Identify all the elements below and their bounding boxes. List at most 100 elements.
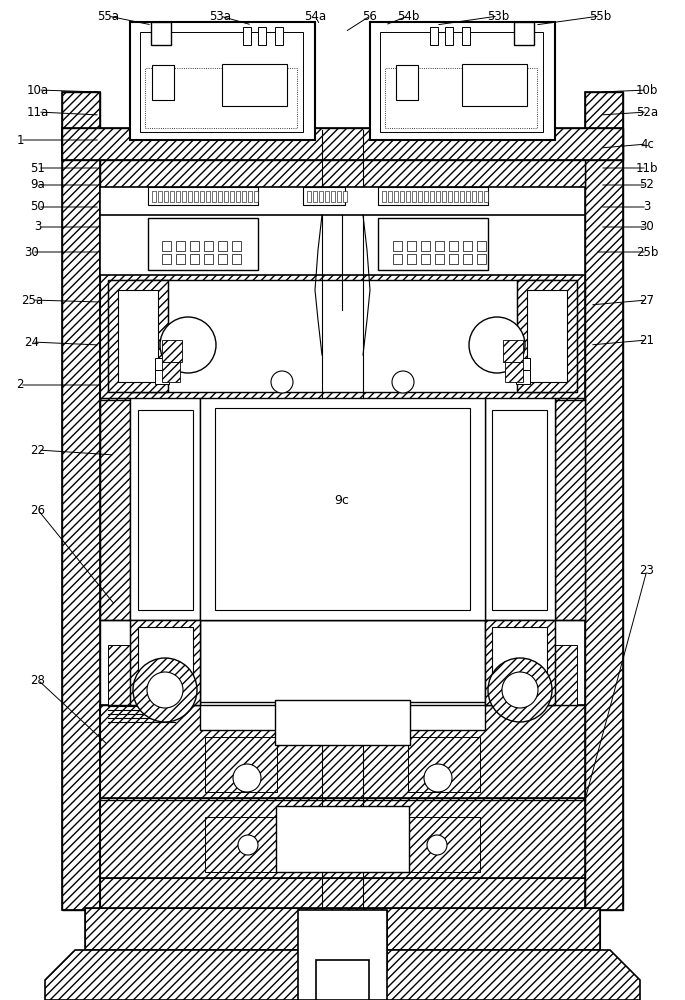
Bar <box>585 92 623 910</box>
Bar <box>449 254 458 264</box>
Bar <box>477 241 486 251</box>
Bar <box>190 241 199 251</box>
Bar <box>382 191 386 202</box>
Bar <box>303 187 345 205</box>
Bar <box>462 27 470 45</box>
Bar <box>394 191 398 202</box>
Bar <box>130 620 200 705</box>
Bar <box>206 191 210 202</box>
Text: 56: 56 <box>362 9 377 22</box>
Bar <box>188 191 192 202</box>
Bar <box>585 92 623 910</box>
Text: 9a: 9a <box>31 178 45 192</box>
Text: 53b: 53b <box>487 9 509 22</box>
Bar <box>162 254 171 264</box>
Bar <box>162 241 171 251</box>
Bar <box>436 191 440 202</box>
Text: 10b: 10b <box>636 84 658 97</box>
Bar <box>448 191 452 202</box>
Bar <box>138 410 193 610</box>
Circle shape <box>502 672 538 708</box>
Bar <box>396 65 418 100</box>
Text: 11b: 11b <box>636 161 658 174</box>
Bar <box>205 737 277 792</box>
Bar <box>298 910 387 1000</box>
Polygon shape <box>45 950 640 1000</box>
Bar <box>445 27 453 45</box>
Bar <box>463 241 472 251</box>
Bar <box>148 218 258 270</box>
Bar <box>435 241 444 251</box>
Bar <box>393 241 402 251</box>
Bar <box>100 398 130 620</box>
Bar <box>200 702 485 730</box>
Bar <box>100 705 585 800</box>
Bar <box>218 254 227 264</box>
Bar <box>484 191 488 202</box>
Bar <box>108 645 130 705</box>
Bar <box>442 191 446 202</box>
Bar <box>100 160 585 190</box>
Bar <box>138 627 193 695</box>
Bar <box>477 254 486 264</box>
Bar <box>164 191 168 202</box>
Bar <box>298 910 387 970</box>
Bar <box>316 960 369 1000</box>
Circle shape <box>427 835 447 855</box>
Bar <box>100 798 585 880</box>
Bar <box>204 254 213 264</box>
Text: 55a: 55a <box>97 9 119 22</box>
Text: 3: 3 <box>34 221 42 233</box>
Bar <box>400 191 404 202</box>
Bar <box>555 398 585 620</box>
Circle shape <box>238 835 258 855</box>
Text: 10a: 10a <box>27 84 49 97</box>
Bar <box>248 191 252 202</box>
Text: 30: 30 <box>25 245 39 258</box>
Text: 54a: 54a <box>304 9 326 22</box>
Circle shape <box>424 764 452 792</box>
Bar <box>100 705 585 800</box>
Bar <box>243 27 251 45</box>
Bar <box>100 398 130 620</box>
Bar <box>100 878 585 910</box>
Bar <box>158 191 162 202</box>
Bar <box>430 191 434 202</box>
Text: 54b: 54b <box>397 9 419 22</box>
Bar <box>408 817 480 872</box>
Circle shape <box>488 658 552 722</box>
Bar <box>517 280 577 392</box>
Bar <box>516 370 530 384</box>
Bar <box>492 627 547 695</box>
Bar <box>485 620 555 705</box>
Bar <box>378 218 488 270</box>
Bar <box>325 191 329 202</box>
Circle shape <box>392 371 414 393</box>
Bar <box>370 22 555 140</box>
Bar <box>130 398 200 620</box>
Bar <box>343 191 347 202</box>
Bar <box>151 22 171 45</box>
Text: 4c: 4c <box>640 137 654 150</box>
Bar <box>408 737 480 792</box>
Bar <box>62 92 100 910</box>
Bar <box>424 191 428 202</box>
Bar <box>62 128 623 160</box>
Bar <box>155 358 169 370</box>
Bar <box>232 241 241 251</box>
Bar <box>555 398 585 620</box>
Text: 53a: 53a <box>209 9 231 22</box>
Bar <box>155 370 169 384</box>
Text: 51: 51 <box>31 161 45 174</box>
Bar <box>100 272 585 400</box>
Bar <box>380 32 543 132</box>
Bar <box>230 191 234 202</box>
Bar <box>218 241 227 251</box>
Text: 2: 2 <box>16 378 24 391</box>
Bar <box>275 27 283 45</box>
Bar <box>62 92 100 910</box>
Bar <box>190 254 199 264</box>
Text: 25b: 25b <box>636 245 658 258</box>
Bar <box>200 620 485 705</box>
Bar <box>313 191 317 202</box>
